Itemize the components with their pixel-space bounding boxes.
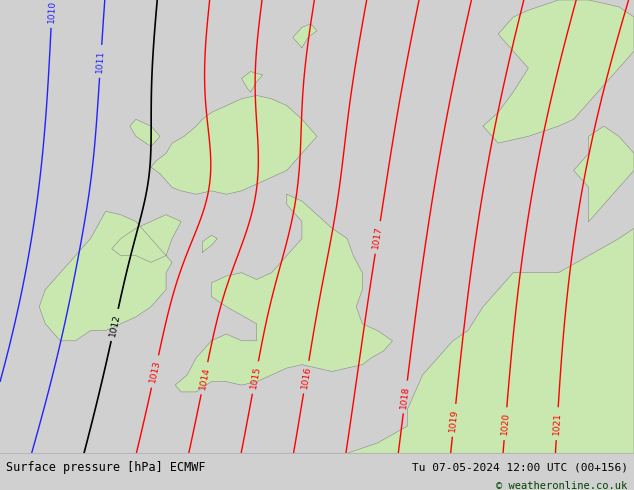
Text: 1011: 1011 [95, 49, 106, 73]
Polygon shape [242, 72, 262, 92]
Text: 1017: 1017 [372, 225, 384, 249]
Text: 1020: 1020 [500, 412, 511, 436]
Polygon shape [574, 126, 634, 221]
Text: 1016: 1016 [300, 365, 313, 389]
Text: 1014: 1014 [198, 366, 211, 391]
Text: © weatheronline.co.uk: © weatheronline.co.uk [496, 481, 628, 490]
Polygon shape [130, 119, 160, 147]
Text: 1019: 1019 [448, 408, 460, 432]
Text: Surface pressure [hPa] ECMWF: Surface pressure [hPa] ECMWF [6, 461, 206, 474]
Polygon shape [202, 235, 217, 252]
Text: 1012: 1012 [108, 313, 122, 337]
Polygon shape [151, 96, 317, 194]
Polygon shape [112, 215, 181, 263]
Text: 1018: 1018 [399, 385, 411, 409]
Polygon shape [287, 228, 634, 453]
Text: 1015: 1015 [249, 366, 262, 390]
Polygon shape [39, 211, 172, 341]
Text: 1013: 1013 [148, 359, 162, 384]
Text: 1010: 1010 [47, 0, 57, 23]
Polygon shape [293, 24, 317, 48]
Polygon shape [483, 0, 634, 143]
Text: Tu 07-05-2024 12:00 UTC (00+156): Tu 07-05-2024 12:00 UTC (00+156) [411, 462, 628, 472]
Polygon shape [175, 194, 392, 392]
Text: 1021: 1021 [552, 412, 562, 436]
